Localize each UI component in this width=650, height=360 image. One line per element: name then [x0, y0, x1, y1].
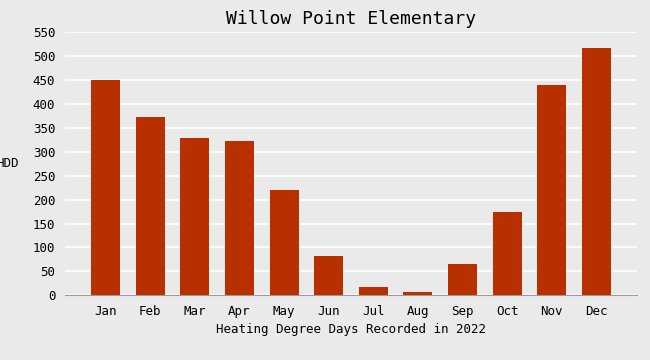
Bar: [448, 264, 477, 295]
Title: Willow Point Elementary: Willow Point Elementary: [226, 10, 476, 28]
Bar: [582, 48, 611, 295]
Bar: [180, 139, 209, 295]
Bar: [136, 117, 164, 295]
Bar: [314, 256, 343, 295]
Y-axis label: HDD: HDD: [0, 157, 19, 170]
X-axis label: Heating Degree Days Recorded in 2022: Heating Degree Days Recorded in 2022: [216, 324, 486, 337]
Bar: [91, 80, 120, 295]
Bar: [225, 141, 254, 295]
Bar: [270, 190, 298, 295]
Bar: [404, 292, 432, 295]
Bar: [359, 287, 388, 295]
Bar: [493, 212, 522, 295]
Bar: [538, 85, 566, 295]
